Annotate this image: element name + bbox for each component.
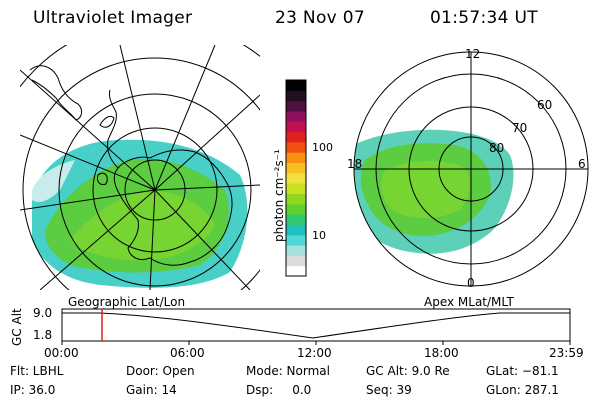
altitude-xtick-1200: 12:00 (297, 346, 332, 360)
altitude-xtick-2359: 23:59 (549, 346, 584, 360)
altitude-xtick-1800: 18:00 (424, 346, 459, 360)
altitude-curve (62, 312, 570, 339)
coastline-peninsula (107, 89, 119, 169)
info-mode: Mode: Normal (246, 364, 330, 378)
colorbar-stripe (286, 152, 306, 164)
colorbar-tick-100: 100 (312, 141, 333, 154)
mlt-label-12: 12 (465, 47, 481, 61)
mlt-label-6: 6 (578, 157, 586, 171)
colorbar (285, 79, 307, 277)
info-filter: Flt: LBHL (10, 364, 64, 378)
colorbar-stripe (286, 234, 306, 246)
altitude-plot (61, 308, 571, 345)
left-panel-caption: Geographic Lat/Lon (68, 295, 186, 309)
colorbar-stripe (286, 121, 306, 133)
colorbar-stripe (286, 265, 306, 277)
info-gc-alt: GC Alt: 9.0 Re (366, 364, 450, 378)
mlat-mlt-map (353, 51, 589, 287)
colorbar-stripe (286, 100, 306, 112)
colorbar-unit-label: photon cm⁻²s⁻¹ (272, 149, 286, 242)
colorbar-stripe (286, 183, 306, 194)
info-dsp: Dsp: 0.0 (246, 383, 312, 397)
coastline-antarctica (113, 149, 233, 266)
colorbar-stripe (286, 224, 306, 236)
colorbar-stripe (286, 110, 306, 122)
right-panel-caption: Apex MLat/MLT (424, 295, 514, 309)
mlat-label-60: 60 (537, 98, 553, 112)
mlat-label-80: 80 (489, 141, 505, 155)
colorbar-stripe (286, 80, 306, 91)
info-ip: IP: 36.0 (10, 383, 56, 397)
altitude-ytick-high: 9.0 (33, 306, 53, 320)
colorbar-tick-10: 10 (312, 229, 326, 242)
colorbar-stripe (286, 141, 306, 153)
date-label: 23 Nov 07 (275, 8, 365, 28)
geographic-map (20, 45, 260, 290)
colorbar-stripe (286, 203, 306, 215)
colorbar-stripe (286, 131, 306, 143)
info-gain: Gain: 14 (126, 383, 177, 397)
info-glon: GLon: 287.1 (486, 383, 559, 397)
mlt-label-0: 0 (467, 276, 475, 290)
altitude-xtick-0000: 00:00 (44, 346, 79, 360)
altitude-ytick-low: 1.8 (33, 328, 53, 342)
time-label: 01:57:34 UT (430, 8, 538, 28)
instrument-title: Ultraviolet Imager (33, 8, 193, 28)
coastline-south-america (29, 65, 83, 121)
info-seq: Seq: 39 (366, 383, 412, 397)
colorbar-stripe (286, 172, 306, 184)
mlt-label-18: 18 (347, 157, 363, 171)
colorbar-stripe (286, 245, 306, 256)
altitude-ylabel: GC Alt (10, 308, 24, 346)
colorbar-stripe (286, 90, 306, 102)
colorbar-stripe (286, 255, 306, 267)
info-door: Door: Open (126, 364, 195, 378)
colorbar-stripe (286, 193, 306, 205)
altitude-xtick-0600: 06:00 (170, 346, 205, 360)
mlat-label-70: 70 (512, 121, 528, 135)
colorbar-stripe (286, 162, 306, 174)
colorbar-stripe (286, 214, 306, 225)
info-glat: GLat: −81.1 (486, 364, 559, 378)
